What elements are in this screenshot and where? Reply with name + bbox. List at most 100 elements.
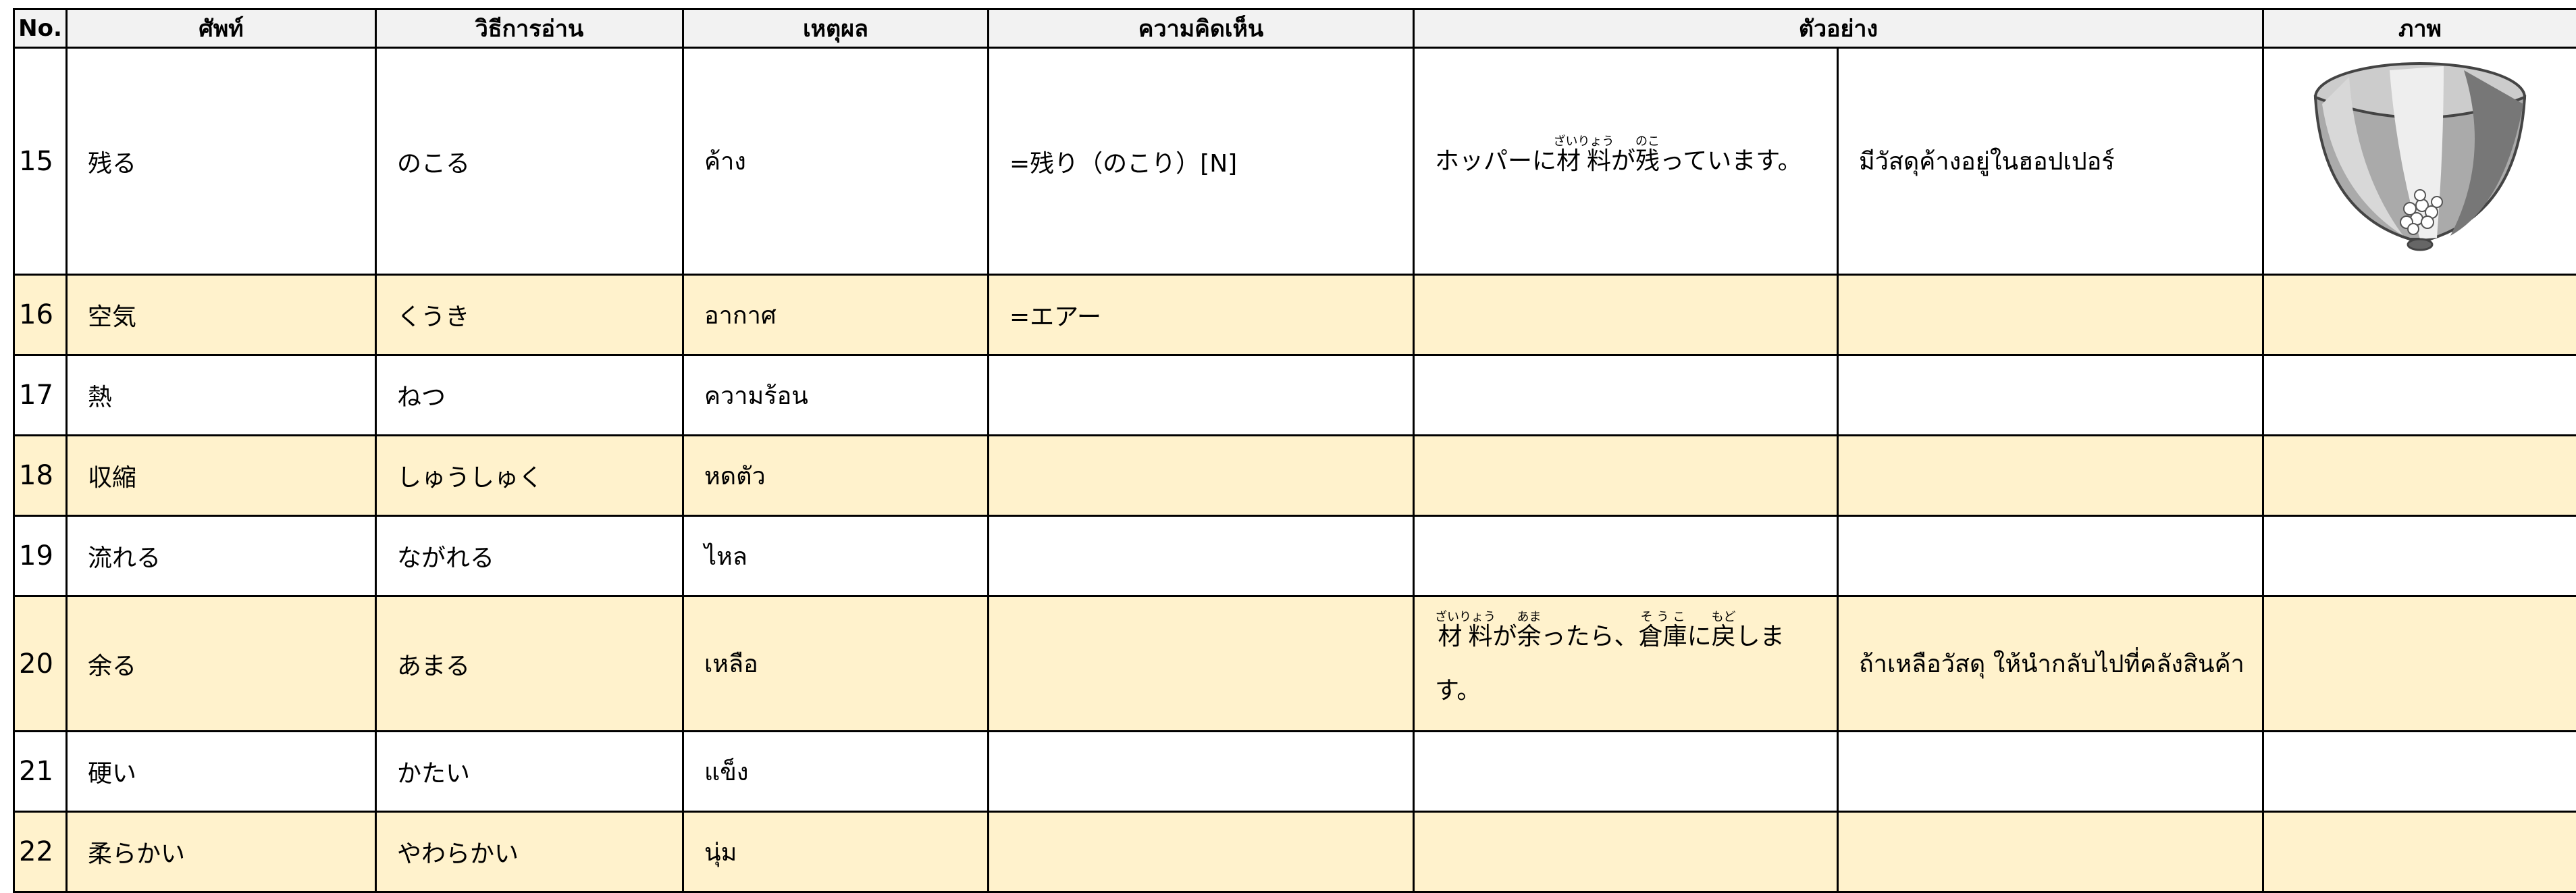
ruby-reading: のこ bbox=[1635, 134, 1660, 149]
example-text: が bbox=[1493, 623, 1517, 650]
example-th-cell: มีวัสดุค้างอยู่ในฮอปเปอร์ bbox=[1838, 48, 2263, 275]
comment-cell bbox=[989, 355, 1414, 436]
example-text: ったら、 bbox=[1542, 623, 1639, 650]
picture-cell bbox=[2263, 275, 2576, 355]
example-th-cell bbox=[1838, 275, 2263, 355]
column-header: ภาพ bbox=[2263, 9, 2576, 48]
ruby-base: 材料 bbox=[1554, 147, 1614, 175]
comment-cell bbox=[989, 516, 1414, 596]
example-ja-cell bbox=[1414, 516, 1838, 596]
ruby-reading: ざいりょう bbox=[1435, 610, 1496, 624]
row-number: 19 bbox=[14, 516, 67, 596]
column-header: เหตุผล bbox=[683, 9, 989, 48]
column-header: ศัพท์ bbox=[67, 9, 376, 48]
word-cell: 熱 bbox=[67, 355, 376, 436]
example-ja-cell bbox=[1414, 812, 1838, 892]
ruby-word: 材料ざいりょう bbox=[1556, 147, 1611, 175]
reading-cell: ねつ bbox=[376, 355, 683, 436]
picture-cell bbox=[2263, 812, 2576, 892]
vocab-table: No.ศัพท์วิธีการอ่านเหตุผลความคิดเห็นตัวอ… bbox=[13, 8, 2576, 893]
comment-cell bbox=[989, 436, 1414, 516]
example-th-cell bbox=[1838, 436, 2263, 516]
ruby-word: 材料ざいりょう bbox=[1435, 623, 1493, 650]
example-text: が bbox=[1611, 147, 1635, 175]
column-header: No. bbox=[14, 9, 67, 48]
word-cell: 空気 bbox=[67, 275, 376, 355]
example-ja-cell: 材料ざいりょうが余あまったら、倉庫そうこに戻もどします。 bbox=[1414, 596, 1838, 732]
hopper-image bbox=[2309, 57, 2531, 259]
header-row: No.ศัพท์วิธีการอ่านเหตุผลความคิดเห็นตัวอ… bbox=[14, 9, 2576, 48]
example-text: っています。 bbox=[1660, 147, 1802, 175]
ruby-reading: そうこ bbox=[1639, 610, 1687, 624]
ruby-reading: ざいりょう bbox=[1554, 134, 1614, 149]
column-header: วิธีการอ่าน bbox=[376, 9, 683, 48]
picture-cell bbox=[2263, 516, 2576, 596]
reading-cell: やわらかい bbox=[376, 812, 683, 892]
row-number: 20 bbox=[14, 596, 67, 732]
ruby-base: 残 bbox=[1635, 147, 1660, 175]
word-cell: 柔らかい bbox=[67, 812, 376, 892]
example-ja-cell bbox=[1414, 436, 1838, 516]
word-cell: 余る bbox=[67, 596, 376, 732]
picture-cell bbox=[2263, 596, 2576, 732]
row-number: 21 bbox=[14, 732, 67, 812]
example-ja-cell bbox=[1414, 355, 1838, 436]
meaning-cell: ไหล bbox=[683, 516, 989, 596]
reading-cell: くうき bbox=[376, 275, 683, 355]
reading-cell: かたい bbox=[376, 732, 683, 812]
ruby-reading: あま bbox=[1517, 610, 1542, 624]
picture-cell bbox=[2263, 732, 2576, 812]
comment-cell bbox=[989, 732, 1414, 812]
example-th-cell bbox=[1838, 812, 2263, 892]
meaning-cell: อากาศ bbox=[683, 275, 989, 355]
comment-cell: =残り（のこり）[N] bbox=[989, 48, 1414, 275]
ruby-word: 残のこ bbox=[1635, 147, 1660, 175]
row-number: 15 bbox=[14, 48, 67, 275]
example-ja-cell bbox=[1414, 275, 1838, 355]
comment-cell: =エアー bbox=[989, 275, 1414, 355]
ruby-base: 戻 bbox=[1712, 623, 1736, 650]
row-number: 17 bbox=[14, 355, 67, 436]
meaning-cell: หดตัว bbox=[683, 436, 989, 516]
example-text: ホッパーに bbox=[1435, 147, 1556, 175]
row-number: 22 bbox=[14, 812, 67, 892]
comment-cell bbox=[989, 812, 1414, 892]
ruby-reading: もど bbox=[1712, 610, 1736, 624]
meaning-cell: ค้าง bbox=[683, 48, 989, 275]
example-ja-cell: ホッパーに材料ざいりょうが残のこっています。 bbox=[1414, 48, 1838, 275]
word-cell: 収縮 bbox=[67, 436, 376, 516]
ruby-base: 余 bbox=[1517, 623, 1542, 650]
ruby-base: 材料 bbox=[1435, 623, 1496, 650]
example-th-cell bbox=[1838, 516, 2263, 596]
example-ja-cell bbox=[1414, 732, 1838, 812]
picture-cell bbox=[2263, 48, 2576, 275]
meaning-cell: ความร้อน bbox=[683, 355, 989, 436]
comment-cell bbox=[989, 596, 1414, 732]
meaning-cell: แข็ง bbox=[683, 732, 989, 812]
word-cell: 硬い bbox=[67, 732, 376, 812]
picture-cell bbox=[2263, 355, 2576, 436]
meaning-cell: นุ่ม bbox=[683, 812, 989, 892]
ruby-word: 余あま bbox=[1517, 623, 1542, 650]
example-text: に bbox=[1687, 623, 1712, 650]
reading-cell: あまる bbox=[376, 596, 683, 732]
reading-cell: しゅうしゅく bbox=[376, 436, 683, 516]
meaning-cell: เหลือ bbox=[683, 596, 989, 732]
example-th-cell bbox=[1838, 732, 2263, 812]
reading-cell: ながれる bbox=[376, 516, 683, 596]
example-th-cell bbox=[1838, 355, 2263, 436]
ruby-base: 倉庫 bbox=[1639, 623, 1687, 650]
reading-cell: のこる bbox=[376, 48, 683, 275]
word-cell: 流れる bbox=[67, 516, 376, 596]
column-header: ตัวอย่าง bbox=[1414, 9, 2263, 48]
ruby-word: 戻もど bbox=[1712, 623, 1736, 650]
word-cell: 残る bbox=[67, 48, 376, 275]
